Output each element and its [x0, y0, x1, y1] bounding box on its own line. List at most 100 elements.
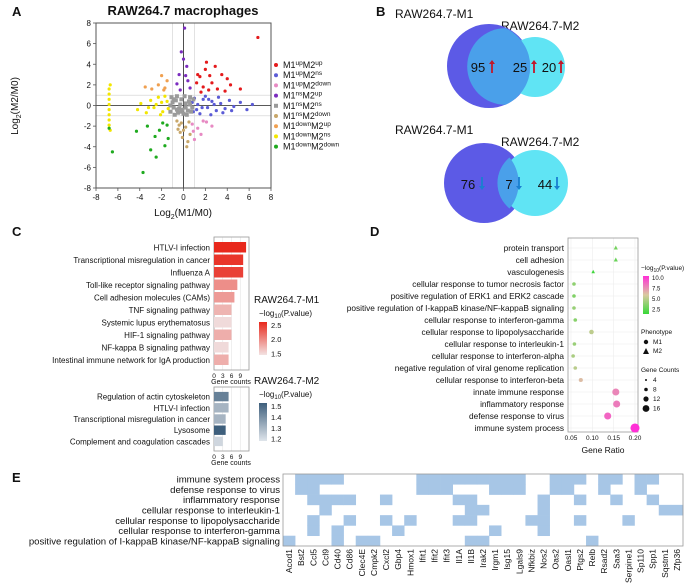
heatmap-col-label: Irak2 [478, 549, 488, 568]
bar [214, 391, 229, 402]
scatter-point [168, 103, 173, 108]
legend-label-part: M2 [302, 101, 315, 111]
scatter-point [175, 82, 179, 86]
scatter-point [110, 150, 115, 154]
legend-label: M1upM2up [283, 60, 323, 70]
scatter-point [172, 112, 177, 117]
x-tick-label: 2 [203, 193, 208, 202]
scatter-point [185, 108, 190, 113]
legend-label-part: ns [296, 111, 304, 118]
heatmap-col-label: Zfp36 [672, 549, 682, 571]
colorbar-tick-label: 5.0 [652, 297, 661, 303]
legend-label-part: down [315, 111, 331, 118]
term-label: inflammatory response [480, 399, 564, 409]
heatmap-cell [440, 484, 453, 495]
heatmap-cell [331, 525, 344, 537]
legend-label-part: M1 [283, 142, 296, 152]
venn-top-right-label: RAW264.7-M2 [501, 19, 580, 33]
bubble-point [589, 329, 594, 335]
heatmap-col-label: Isg15 [502, 549, 512, 570]
scatter-point [177, 72, 181, 77]
heatmap-cell [331, 494, 344, 506]
heatmap-col-label: Cxcl2 [381, 549, 391, 571]
legend-label-part: up [296, 80, 304, 87]
scatter-point [166, 136, 170, 141]
scatter-point [186, 139, 190, 144]
scatter-point [213, 64, 217, 68]
chart-c1-bars [214, 242, 247, 365]
scatter-point [174, 107, 179, 112]
scatter-point [107, 126, 111, 130]
heatmap-cell [367, 535, 381, 547]
legend-label-part: M2 [303, 60, 316, 70]
bubble-point [591, 269, 595, 274]
scatter-point [107, 123, 111, 127]
heatmap-cell [670, 504, 684, 516]
scatter-point [215, 87, 220, 91]
bubble-point [573, 318, 578, 322]
legend-label-part: down [315, 80, 331, 87]
heatmap-cell [646, 474, 660, 485]
scatter-point [184, 112, 189, 117]
scatter-point [183, 105, 188, 110]
bubble-point [604, 412, 612, 420]
scatter-point [171, 97, 176, 102]
panel-a: A RAW264.7 macrophages -8 -6 -4 -2 0 2 4 6 8 -8 -6… [10, 3, 340, 221]
scatter-point [203, 67, 207, 72]
arrow-down-icon [516, 186, 522, 190]
scatter-point [152, 105, 156, 110]
heatmap-cell [537, 515, 550, 526]
legend-label-part: M2 [302, 91, 315, 101]
legend-label-part: M1 [283, 60, 296, 70]
y-tick-label: 4 [87, 60, 92, 69]
chart-a-points [107, 26, 260, 175]
scatter-point [199, 132, 203, 136]
chart-d-colorbar [643, 276, 649, 314]
heatmap-cell [525, 515, 538, 526]
scatter-point [168, 109, 173, 114]
heatmap-cell [634, 484, 647, 495]
bubble-point [578, 377, 583, 383]
legend-label-part: down [296, 121, 312, 128]
size-label: 4 [653, 377, 657, 384]
term-label: vasculogenesis [507, 267, 564, 277]
scatter-point [186, 99, 191, 104]
heatmap-cell [489, 484, 502, 495]
heatmap-cell [622, 515, 635, 526]
scatter-point [186, 79, 190, 83]
term-label: positive regulation of I-kappaB kinase/N… [347, 303, 565, 313]
legend-label-part: up [296, 70, 304, 77]
legend-label: M1downM2down [283, 142, 340, 152]
chart-c1-frame [213, 236, 250, 371]
size-marker [642, 405, 650, 412]
heatmap-cell [307, 474, 320, 485]
term-label: immune system process [475, 423, 564, 433]
chart-e-col-labels: Acod1 Bst2 Ccl5 Ccl9 Cd40 Cd86 Clec4E Cmpk2 Cxcl… [284, 549, 682, 583]
heatmap-col-label: Irgm1 [490, 549, 500, 571]
scatter-point [141, 170, 145, 175]
y-tick-label: 2 [87, 81, 92, 90]
bubble-point [613, 245, 618, 250]
scatter-point [178, 102, 183, 107]
phenotype-label: M1 [653, 339, 662, 346]
scatter-point [223, 89, 227, 93]
venn-top-left-count: 95 [471, 60, 485, 75]
scatter-point [181, 57, 186, 61]
bar-category-label: Intestinal immune network for IgA produc… [52, 356, 210, 365]
bar [214, 403, 229, 413]
legend-label: M1downM2up [283, 121, 331, 131]
scatter-point [180, 135, 185, 140]
legend-marker [274, 114, 278, 118]
scatter-point [228, 83, 233, 87]
heatmap-cell [319, 494, 332, 506]
scatter-point [181, 111, 186, 116]
panel-b: B RAW264.7-M1 RAW264.7-M2 95 25 20 RAW26… [376, 4, 580, 223]
bar [214, 267, 244, 278]
y-tick-label: 6 [87, 40, 92, 49]
term-label: innate immune response [473, 387, 564, 397]
heatmap-cell [501, 484, 514, 495]
heatmap-cell [561, 484, 575, 495]
